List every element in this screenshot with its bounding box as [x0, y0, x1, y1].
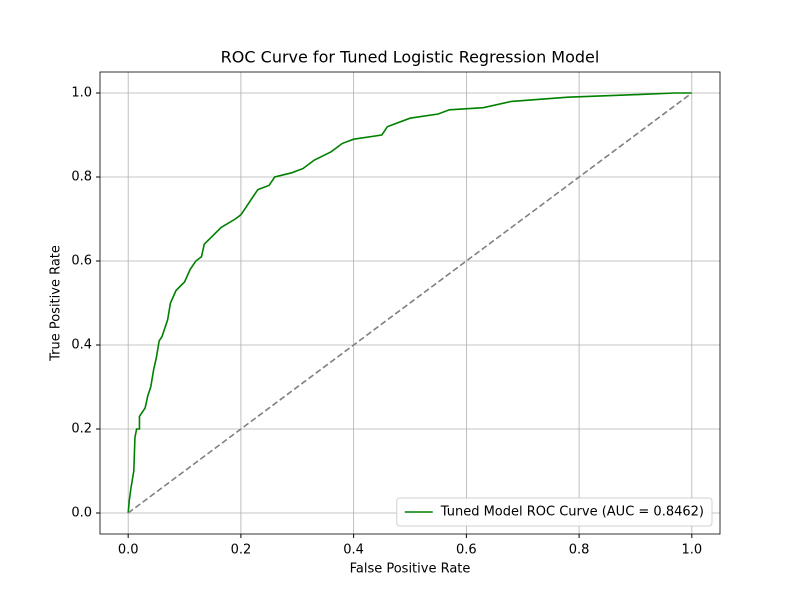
line — [127, 92, 693, 514]
y-tick-label: 0.0 — [71, 506, 92, 521]
plot-frame — [99, 71, 721, 535]
legend-box — [396, 497, 713, 527]
x-tick-label: 0.0 — [118, 543, 139, 558]
y-tick-label: 0.2 — [71, 422, 92, 437]
x-tick-label: 0.6 — [456, 543, 477, 558]
y-axis-label: True Positive Rate — [49, 245, 64, 362]
y-tick-label: 1.0 — [71, 86, 92, 101]
y-tick-label: 0.8 — [71, 170, 92, 185]
x-tick-label: 1.0 — [681, 543, 702, 558]
x-tick-label: 0.2 — [231, 543, 252, 558]
x-tick-label: 0.8 — [569, 543, 590, 558]
x-tick-label: 0.4 — [343, 543, 364, 558]
line — [127, 92, 692, 514]
y-tick-label: 0.4 — [71, 338, 92, 353]
chart-title: ROC Curve for Tuned Logistic Regression … — [221, 48, 600, 67]
legend-label: Tuned Model ROC Curve (AUC = 0.8462) — [440, 505, 704, 520]
y-tick-label: 0.6 — [71, 254, 92, 269]
legend: Tuned Model ROC Curve (AUC = 0.8462) — [396, 497, 713, 527]
x-axis-label: False Positive Rate — [350, 562, 471, 577]
